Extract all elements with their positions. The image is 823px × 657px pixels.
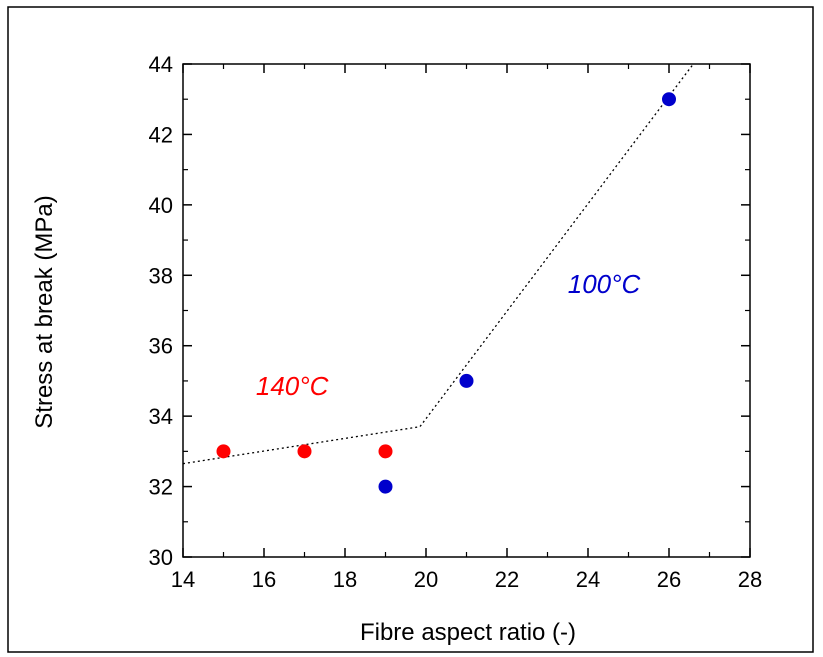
x-tick-label: 18 <box>333 567 357 592</box>
y-tick-label: 42 <box>149 122 173 147</box>
data-point <box>378 444 393 459</box>
annotations-group: 140°C 100°C <box>256 269 641 401</box>
data-point <box>459 373 474 388</box>
data-point <box>216 444 231 459</box>
y-tick-label: 32 <box>149 475 173 500</box>
x-tick-label: 28 <box>738 567 762 592</box>
x-tick-label: 16 <box>252 567 276 592</box>
figure-frame <box>7 6 814 653</box>
x-tick-label: 22 <box>495 567 519 592</box>
x-tick-label: 24 <box>576 567 600 592</box>
y-tick-label: 34 <box>149 404 173 429</box>
y-tick-label: 30 <box>149 545 173 570</box>
y-tick-label: 44 <box>149 52 173 77</box>
y-tick-label: 36 <box>149 334 173 359</box>
annotation-label: 140°C <box>256 371 329 401</box>
x-tick-label: 20 <box>414 567 438 592</box>
y-axis-label: Stress at break (MPa) <box>31 195 58 428</box>
points-group <box>216 92 676 494</box>
y-tick-label: 40 <box>149 193 173 218</box>
x-tick-label: 26 <box>657 567 681 592</box>
data-point <box>297 444 312 459</box>
x-tick-label: 14 <box>171 567 195 592</box>
data-point <box>378 479 393 494</box>
y-tick-label: 38 <box>149 263 173 288</box>
x-axis-label: Fibre aspect ratio (-) <box>360 619 576 646</box>
data-point <box>662 92 676 107</box>
ticks: 14 16 18 20 22 24 26 28 30 32 34 36 38 40 42 44 <box>149 52 763 592</box>
annotation-label: 100°C <box>568 269 641 299</box>
